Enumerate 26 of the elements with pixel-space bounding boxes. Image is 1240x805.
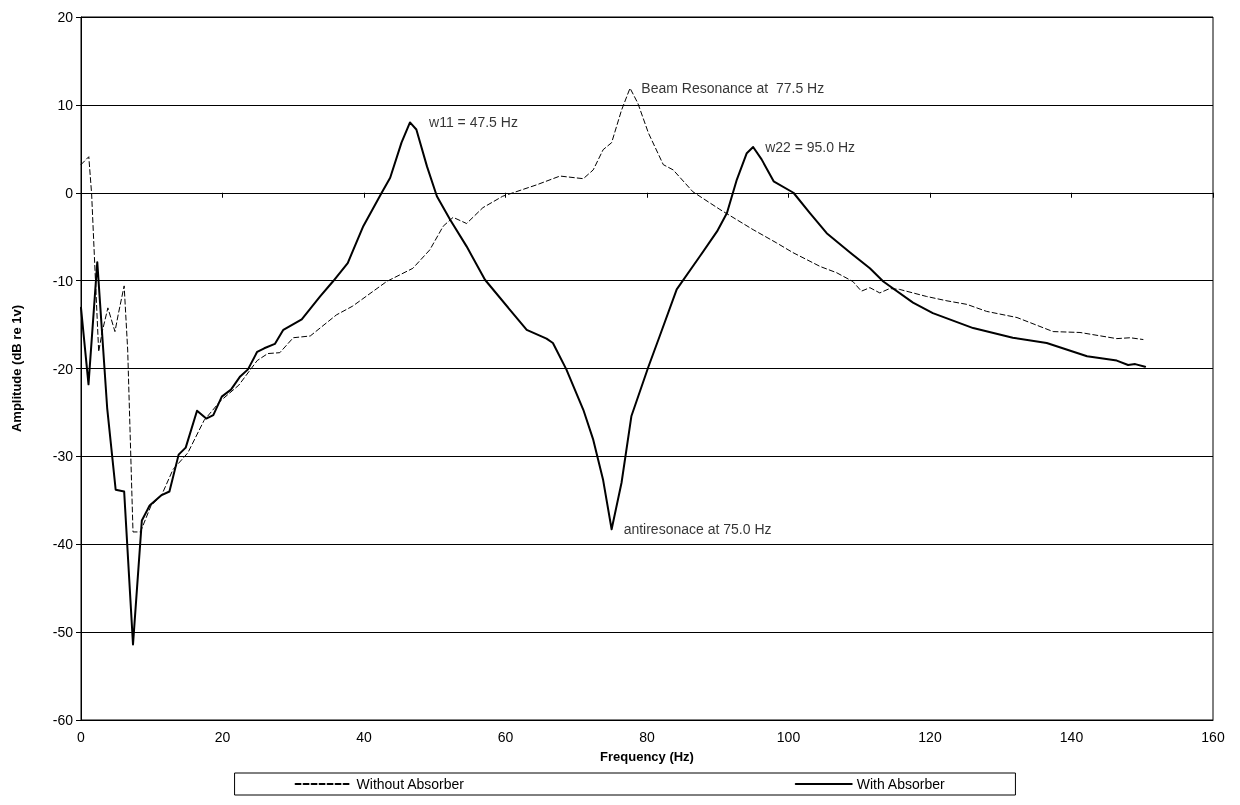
x-axis-title: Frequency (Hz) bbox=[600, 749, 694, 764]
y-tick-label: 10 bbox=[57, 96, 74, 113]
y-tick-label: -60 bbox=[52, 712, 74, 728]
x-tick-label: 160 bbox=[1201, 729, 1225, 745]
x-tick-label: 140 bbox=[1059, 729, 1084, 745]
y-tick-label: -30 bbox=[52, 448, 74, 465]
y-tick-label: 0 bbox=[65, 184, 74, 201]
y-tick-label: -40 bbox=[52, 536, 74, 553]
y-tick-label: -20 bbox=[52, 360, 74, 377]
x-tick-label: 60 bbox=[497, 729, 514, 745]
y-tick-label: 20 bbox=[57, 9, 74, 25]
x-tick-label: 120 bbox=[918, 729, 942, 745]
x-tick-label: 0 bbox=[77, 729, 86, 745]
y-axis-title: Amplitude (dB re 1v) bbox=[9, 304, 24, 433]
legend-label: Without Absorber bbox=[356, 776, 465, 792]
annotation: w22 = 95.0 Hz bbox=[764, 139, 856, 156]
x-tick-label: 100 bbox=[776, 729, 801, 745]
annotation: antiresonace at 75.0 Hz bbox=[623, 521, 772, 538]
y-tick-label: -10 bbox=[52, 272, 74, 289]
annotation: Beam Resonance at 77.5 Hz bbox=[641, 80, 825, 97]
legend-label: With Absorber bbox=[856, 776, 945, 792]
y-tick-label: -50 bbox=[52, 624, 74, 641]
x-tick-label: 40 bbox=[356, 729, 372, 745]
annotation: w11 = 47.5 Hz bbox=[428, 114, 518, 131]
x-tick-label: 20 bbox=[214, 729, 231, 745]
x-tick-label: 80 bbox=[639, 729, 655, 745]
